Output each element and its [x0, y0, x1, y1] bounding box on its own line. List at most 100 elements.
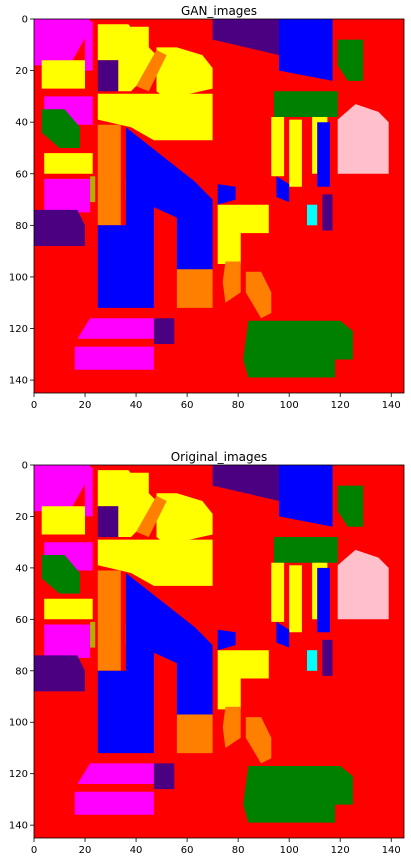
- heatmap-region-yellow-15: [44, 153, 93, 174]
- heatmap-region-yellow-13: [97, 539, 213, 586]
- heatmap-region-indigo-8: [212, 19, 279, 56]
- heatmap-region-blue-27: [217, 629, 236, 651]
- heatmap-region-magenta-35: [77, 763, 154, 784]
- heatmap-region-blue-29: [276, 621, 290, 648]
- heatmap-region-yellow-5: [131, 472, 149, 499]
- y-tick-label: 80: [15, 666, 28, 677]
- gan-images-panel: GAN_images 0 20 40 60 80 100 120 140 0 20 40 60 80 100…: [9, 4, 405, 411]
- y-tick-label: 60: [15, 169, 28, 180]
- heatmap-region-cyan-30: [307, 204, 318, 226]
- heatmap-region-orange-32: [176, 269, 213, 308]
- heatmap-region-green-12: [41, 109, 80, 148]
- x-tick-label: 80: [232, 400, 245, 411]
- heatmap-region-green-12: [41, 555, 80, 594]
- heatmap-region-yellow-15: [44, 598, 93, 620]
- x-tick-label: 0: [31, 400, 37, 411]
- heatmap-region-blue-25: [317, 122, 330, 187]
- x-tick-label: 120: [331, 845, 350, 856]
- y-tick-label: 80: [15, 221, 28, 232]
- heatmap-region-orange-7: [136, 50, 167, 92]
- y-tick-label: 20: [15, 66, 28, 77]
- y-tick-label: 100: [9, 718, 28, 729]
- heatmap-region-blue-9: [279, 19, 333, 81]
- heatmap-region-orange-33: [222, 706, 241, 748]
- x-tick-label: 140: [382, 400, 401, 411]
- heatmap-region-orange-33: [222, 261, 241, 303]
- x-tick-label: 60: [181, 845, 194, 856]
- heatmap-region-orange-18: [97, 124, 121, 226]
- x-tick-label: 20: [79, 845, 92, 856]
- heatmap-region-magenta-16: [44, 624, 91, 658]
- heatmap-region-orange-7: [136, 495, 167, 537]
- heatmap-region-cyan-30: [307, 650, 318, 671]
- heatmap-region-magenta-0: [34, 465, 91, 512]
- x-tick-label: 80: [232, 845, 245, 856]
- y-tick-label: 60: [15, 615, 28, 626]
- y-tick-label: 140: [9, 821, 28, 832]
- x-tick-label: 40: [130, 400, 143, 411]
- heatmap-region-orange-34: [245, 717, 272, 764]
- heatmap-region-pink-26: [337, 549, 389, 620]
- original-images-panel: Original_images 0 20 40 60 80 100 120 140 0 20 40 60…: [9, 450, 405, 856]
- heatmap-region-green-14: [273, 91, 338, 117]
- y-tick-label: 0: [22, 461, 28, 472]
- heatmap-region-orange-32: [176, 714, 213, 754]
- heatmap-region-indigo-37: [153, 763, 175, 790]
- heatmap-region-yellow-23: [289, 565, 302, 633]
- chart-title: GAN_images: [181, 4, 257, 18]
- heatmap-region-indigo-37: [153, 318, 175, 344]
- y-tick-label: 20: [15, 512, 28, 523]
- heatmap-region-pink-26: [337, 104, 389, 174]
- heatmap-region-magenta-2: [85, 467, 93, 517]
- x-tick-label: 20: [79, 400, 92, 411]
- heatmap-region-green-10: [337, 485, 364, 527]
- chart-title: Original_images: [171, 450, 268, 464]
- heatmap-region-yellow-5: [131, 26, 149, 53]
- heatmap-region-magenta-2: [85, 21, 93, 71]
- heatmap-region-yellow-28: [217, 204, 269, 264]
- x-tick-label: 100: [280, 845, 299, 856]
- x-tick-label: 40: [130, 845, 143, 856]
- heatmap-region-green-10: [337, 39, 364, 81]
- y-tick-label: 100: [9, 272, 28, 283]
- heatmap-region-blue-20: [97, 127, 213, 308]
- heatmap-region-green-38: [243, 320, 353, 378]
- plot-frame: [33, 464, 405, 839]
- y-tick-label: 40: [15, 118, 28, 129]
- heatmap-region-yellow-13: [97, 93, 213, 141]
- heatmap-region-blue-9: [279, 465, 333, 527]
- x-tick-label: 120: [331, 400, 350, 411]
- heatmap-region-indigo-8: [212, 465, 279, 501]
- heatmap-region-indigo-21: [34, 209, 85, 246]
- heatmap-region-magenta-16: [44, 178, 91, 213]
- x-tick-label: 140: [382, 845, 401, 856]
- heatmap-region-indigo-4: [97, 60, 119, 92]
- heatmap-region-orange-18: [97, 570, 121, 671]
- y-tick-label: 120: [9, 324, 28, 335]
- heatmap-region-yellow-6: [156, 47, 213, 99]
- heatmap-region-olive-17: [90, 176, 96, 203]
- heatmap-region-indigo-31: [322, 194, 333, 231]
- heatmap-region-magenta-36: [74, 791, 154, 815]
- heatmap-region-yellow-1: [41, 506, 85, 535]
- heatmap-region-blue-27: [217, 184, 236, 205]
- heatmap-region-yellow-1: [41, 60, 85, 89]
- heatmap-region-olive-17: [90, 621, 96, 648]
- heatmap-region-magenta-36: [74, 346, 154, 370]
- heatmap-region-magenta-35: [77, 318, 154, 339]
- heatmap-region-green-38: [243, 766, 353, 823]
- heatmap-region-indigo-21: [34, 655, 85, 692]
- heatmap-region-orange-34: [245, 271, 272, 319]
- heatmap-region-blue-29: [276, 176, 290, 203]
- y-tick-label: 120: [9, 769, 28, 780]
- heatmap-region-green-14: [273, 537, 338, 563]
- heatmap-region-blue-25: [317, 567, 330, 633]
- plot-frame: [33, 18, 405, 394]
- heatmap-region-yellow-6: [156, 493, 213, 545]
- y-tick-label: 0: [22, 15, 28, 26]
- x-tick-label: 0: [31, 845, 37, 856]
- x-tick-label: 60: [181, 400, 194, 411]
- heatmap-region-indigo-31: [322, 639, 333, 676]
- heatmap-region-yellow-22: [271, 117, 285, 177]
